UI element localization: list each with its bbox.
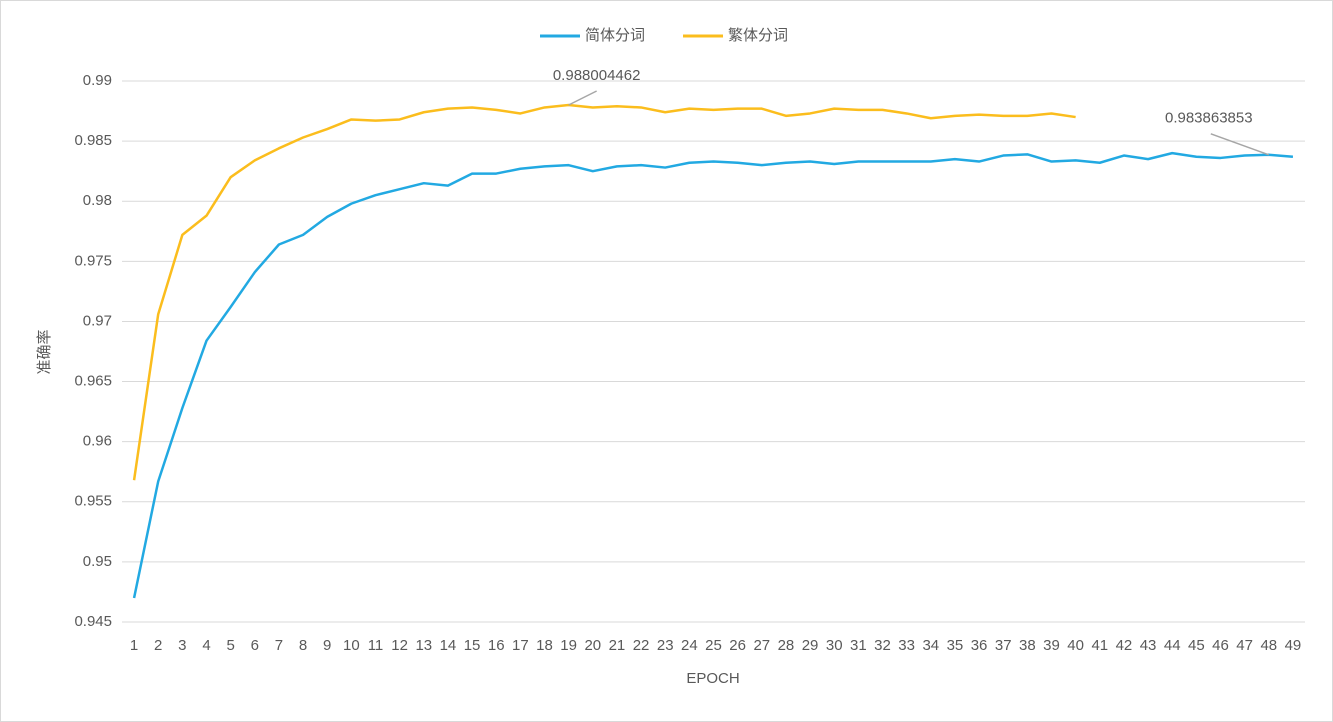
x-tick-label: 3	[178, 637, 186, 654]
y-tick-label: 0.985	[74, 132, 112, 149]
x-tick-label: 18	[536, 637, 553, 654]
x-tick-label: 14	[440, 637, 457, 654]
x-tick-label: 2	[154, 637, 162, 654]
y-tick-label: 0.945	[74, 613, 112, 630]
y-tick-label: 0.965	[74, 373, 112, 390]
x-tick-label: 39	[1043, 637, 1060, 654]
legend-label: 繁体分词	[728, 27, 788, 44]
y-tick-label: 0.99	[83, 72, 112, 89]
x-tick-label: 7	[275, 637, 283, 654]
x-tick-label: 36	[971, 637, 988, 654]
x-tick-label: 47	[1236, 637, 1253, 654]
y-tick-label: 0.96	[83, 433, 112, 450]
x-tick-label: 6	[251, 637, 259, 654]
x-tick-label: 29	[802, 637, 819, 654]
x-tick-label: 10	[343, 637, 360, 654]
x-tick-label: 20	[584, 637, 601, 654]
x-tick-label: 12	[391, 637, 408, 654]
x-tick-label: 31	[850, 637, 867, 654]
x-tick-label: 22	[633, 637, 650, 654]
x-tick-label: 30	[826, 637, 843, 654]
x-tick-label: 27	[753, 637, 770, 654]
x-tick-label: 33	[898, 637, 915, 654]
y-tick-label: 0.95	[83, 553, 112, 570]
x-tick-label: 17	[512, 637, 529, 654]
x-tick-label: 48	[1260, 637, 1277, 654]
x-tick-label: 35	[947, 637, 964, 654]
x-tick-label: 1	[130, 637, 138, 654]
x-tick-label: 43	[1140, 637, 1157, 654]
x-tick-label: 44	[1164, 637, 1181, 654]
series-line	[132, 103, 1076, 481]
x-tick-label: 32	[874, 637, 891, 654]
x-tick-label: 25	[705, 637, 722, 654]
x-tick-label: 15	[464, 637, 481, 654]
x-tick-label: 21	[609, 637, 626, 654]
series-line	[132, 151, 1294, 599]
x-tick-label: 19	[560, 637, 577, 654]
x-tick-label: 42	[1116, 637, 1133, 654]
y-tick-label: 0.975	[74, 252, 112, 269]
x-tick-label: 4	[202, 637, 210, 654]
y-tick-label: 0.98	[83, 192, 112, 209]
x-tick-label: 16	[488, 637, 505, 654]
x-tick-label: 13	[415, 637, 432, 654]
x-tick-label: 49	[1285, 637, 1302, 654]
data-label: 0.988004462	[553, 67, 641, 84]
x-tick-label: 38	[1019, 637, 1036, 654]
x-tick-label: 26	[729, 637, 746, 654]
legend-label: 简体分词	[585, 27, 645, 44]
x-tick-label: 28	[778, 637, 795, 654]
data-label: 0.983863853	[1165, 110, 1253, 127]
x-tick-label: 5	[226, 637, 234, 654]
x-axis-label: EPOCH	[686, 670, 739, 687]
x-tick-label: 40	[1067, 637, 1084, 654]
x-tick-label: 8	[299, 637, 307, 654]
x-tick-label: 46	[1212, 637, 1229, 654]
x-tick-label: 37	[995, 637, 1012, 654]
x-tick-label: 34	[922, 637, 939, 654]
x-tick-label: 23	[657, 637, 674, 654]
y-tick-label: 0.97	[83, 312, 112, 329]
annotation-leader	[568, 90, 597, 106]
x-tick-label: 41	[1091, 637, 1108, 654]
x-tick-label: 11	[368, 637, 384, 654]
annotation-leader	[1210, 133, 1270, 156]
x-tick-label: 9	[323, 637, 331, 654]
x-tick-label: 45	[1188, 637, 1205, 654]
x-tick-label: 24	[681, 637, 698, 654]
y-tick-label: 0.955	[74, 493, 112, 510]
y-axis-label: 准确率	[36, 329, 53, 374]
